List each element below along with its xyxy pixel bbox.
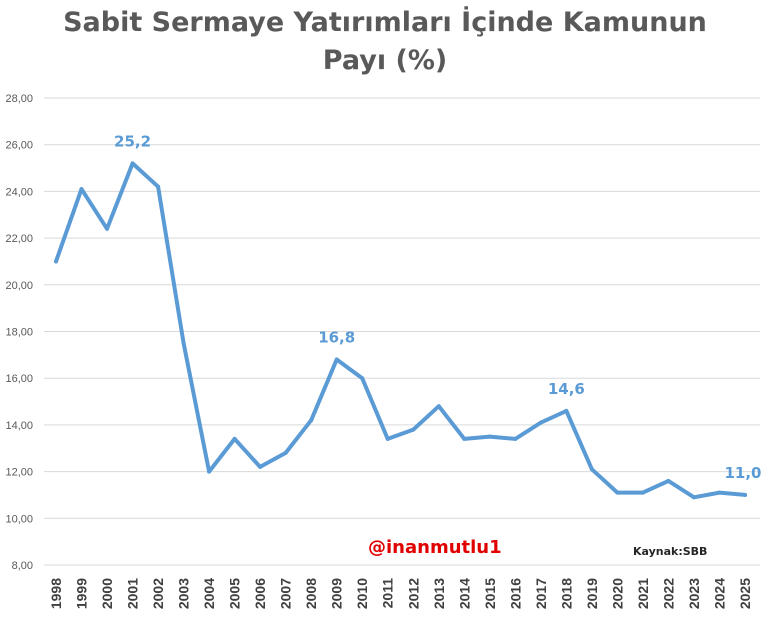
x-tick-label: 2009 <box>329 578 345 609</box>
chart-title-line-2: Payı (%) <box>322 45 448 76</box>
x-tick-label: 2003 <box>176 578 192 609</box>
data-point <box>207 469 212 474</box>
data-point <box>436 404 441 409</box>
y-tick-label: 18,00 <box>5 327 33 339</box>
x-tick-label: 2015 <box>482 578 498 609</box>
series-points <box>54 161 747 500</box>
x-tick-label: 2008 <box>303 578 319 609</box>
data-point <box>283 450 288 455</box>
data-labels: 25,2 16,8 14,6 11,0 <box>114 132 761 482</box>
chart-title: Sabit Sermaye Yatırımları İçinde Kamunun… <box>0 4 770 80</box>
x-tick-label: 2004 <box>201 578 217 609</box>
y-axis-ticks: 8,00 10,00 12,00 14,00 16,00 18,00 20,00 22,00 2… <box>5 93 33 572</box>
y-tick-label: 22,00 <box>5 233 33 245</box>
x-tick-label: 2011 <box>380 578 396 609</box>
x-tick-label: 2022 <box>660 578 676 609</box>
data-point <box>462 436 467 441</box>
x-tick-label: 2012 <box>405 578 421 609</box>
source-note: Kaynak:SBB <box>633 545 708 558</box>
x-tick-label: 2013 <box>431 578 447 609</box>
data-point <box>334 357 339 362</box>
data-point <box>640 490 645 495</box>
data-point <box>105 226 110 231</box>
data-label: 16,8 <box>318 329 355 347</box>
series-line <box>54 161 747 500</box>
data-point <box>538 420 543 425</box>
y-tick-label: 28,00 <box>5 93 33 105</box>
x-tick-label: 2024 <box>711 578 727 609</box>
y-tick-label: 8,00 <box>12 560 33 572</box>
data-point <box>717 490 722 495</box>
data-point <box>411 427 416 432</box>
data-point <box>54 259 58 264</box>
x-tick-label: 1999 <box>74 578 90 609</box>
data-point <box>130 161 135 166</box>
data-point <box>156 184 161 189</box>
y-tick-label: 26,00 <box>5 140 33 152</box>
y-tick-label: 16,00 <box>5 373 33 385</box>
x-tick-label: 2001 <box>125 578 141 609</box>
y-tick-label: 12,00 <box>5 467 33 479</box>
data-point <box>487 434 492 439</box>
data-point <box>79 187 84 192</box>
x-tick-label: 2018 <box>558 578 574 609</box>
x-tick-label: 2005 <box>227 578 243 609</box>
x-tick-label: 2000 <box>99 578 115 609</box>
x-tick-label: 2016 <box>507 578 523 609</box>
x-tick-label: 2025 <box>737 578 753 609</box>
watermark-handle: @inanmutlu1 <box>368 537 502 558</box>
x-tick-label: 2006 <box>252 578 268 609</box>
data-label: 11,0 <box>724 464 761 482</box>
x-tick-label: 2002 <box>150 578 166 609</box>
x-tick-label: 2007 <box>278 578 294 609</box>
data-point <box>232 436 237 441</box>
data-point <box>743 492 747 497</box>
x-tick-label: 2014 <box>456 578 472 609</box>
x-tick-label: 2017 <box>533 578 549 609</box>
gridlines <box>44 97 760 519</box>
data-point <box>258 464 263 469</box>
x-tick-label: 2010 <box>354 578 370 609</box>
data-point <box>666 478 671 483</box>
chart-title-line-1: Sabit Sermaye Yatırımları İçinde Kamunun <box>63 7 707 38</box>
data-point <box>564 408 569 413</box>
data-point <box>513 436 518 441</box>
data-point <box>615 490 620 495</box>
data-point <box>181 341 186 346</box>
data-point <box>360 376 365 381</box>
y-tick-label: 10,00 <box>5 513 33 525</box>
x-axis-ticks: 1998 1999 2000 2001 2002 2003 2004 2005 2006 2007… <box>48 578 753 609</box>
data-label: 14,6 <box>548 380 585 398</box>
data-point <box>309 418 314 423</box>
data-point <box>589 467 594 472</box>
data-point <box>385 436 390 441</box>
x-tick-label: 2019 <box>584 578 600 609</box>
x-tick-label: 2023 <box>686 578 702 609</box>
y-tick-label: 20,00 <box>5 280 33 292</box>
x-tick-label: 2021 <box>635 578 651 609</box>
x-tick-label: 2020 <box>609 578 625 609</box>
y-tick-label: 24,00 <box>5 186 33 198</box>
y-tick-label: 14,00 <box>5 420 33 432</box>
data-label: 25,2 <box>114 132 151 150</box>
data-point <box>691 495 696 500</box>
x-tick-label: 1998 <box>48 578 64 609</box>
